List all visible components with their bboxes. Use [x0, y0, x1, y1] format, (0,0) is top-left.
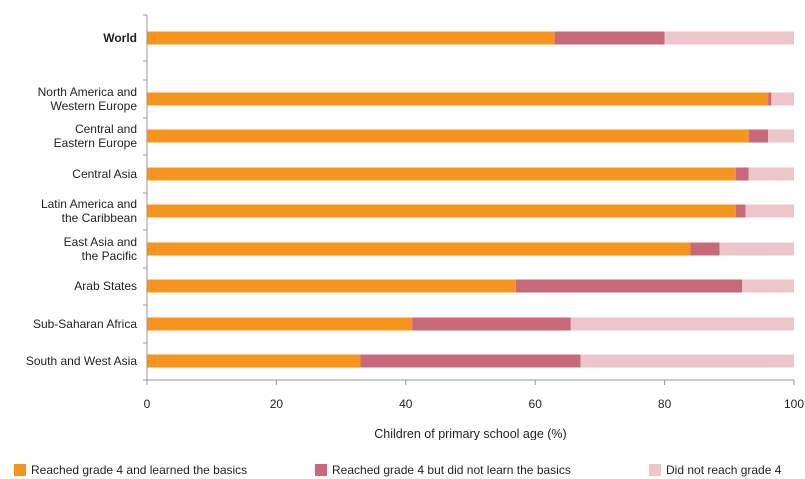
x-tick-label-3: 60	[529, 397, 543, 411]
category-label-5: East Asia and the Pacific	[64, 235, 137, 263]
legend: Reached grade 4 and learned the basics R…	[14, 461, 804, 479]
bar-segment-2-2	[768, 129, 794, 143]
bar-segment-0-0	[147, 31, 555, 45]
bar-segment-0-5	[147, 242, 691, 256]
stacked-bar-chart: 0 20 40 60 80 100 World North America and Weste…	[26, 14, 804, 440]
bar-segment-2-7	[570, 317, 794, 331]
legend-item-not-reached: Did not reach grade 4	[649, 463, 781, 477]
legend-label-not-learned: Reached grade 4 but did not learn the ba…	[332, 463, 571, 477]
bar-segment-2-5	[719, 242, 794, 256]
bar-segment-2-3	[748, 167, 794, 181]
category-label-7: Sub-Saharan Africa	[33, 317, 137, 331]
legend-swatch-not-reached	[649, 464, 661, 476]
category-label-1: North America and Western Europe	[38, 85, 138, 113]
legend-item-learned: Reached grade 4 and learned the basics	[14, 463, 247, 477]
legend-label-learned: Reached grade 4 and learned the basics	[31, 463, 248, 477]
x-tick-label-5: 100	[784, 397, 804, 411]
bar-segment-1-4	[735, 204, 746, 218]
bar-segment-1-7	[412, 317, 571, 331]
bar-segment-0-1	[147, 92, 769, 106]
bar-segment-0-7	[147, 317, 413, 331]
category-label-2: Central and Eastern Europe	[54, 122, 138, 150]
category-label-0: World	[103, 31, 137, 45]
legend-swatch-not-learned	[315, 464, 327, 476]
bar-segment-2-0	[664, 31, 794, 45]
x-tick-label-0: 0	[144, 397, 151, 411]
x-axis-title: Children of primary school age (%)	[374, 427, 566, 440]
bar-segment-1-6	[515, 279, 743, 293]
bars-group	[147, 31, 794, 368]
bar-segment-1-3	[735, 167, 749, 181]
bar-segment-0-3	[147, 167, 736, 181]
bar-segment-0-8	[147, 354, 361, 368]
legend-item-not-learned: Reached grade 4 but did not learn the ba…	[315, 463, 571, 477]
category-labels: World North America and Western Europe Cent…	[26, 31, 138, 368]
legend-label-not-reached: Did not reach grade 4	[666, 463, 782, 477]
bar-segment-1-8	[360, 354, 581, 368]
legend-swatch-learned	[14, 464, 26, 476]
bar-segment-1-5	[690, 242, 720, 256]
x-tick-label-2: 40	[399, 397, 413, 411]
category-label-3: Central Asia	[72, 167, 137, 181]
category-label-6: Arab States	[74, 279, 137, 293]
bar-segment-2-8	[580, 354, 794, 368]
bar-segment-2-4	[745, 204, 794, 218]
bar-segment-0-2	[147, 129, 749, 143]
bar-segment-2-1	[771, 92, 794, 106]
category-label-8: South and West Asia	[26, 354, 138, 368]
bar-segment-1-1	[768, 92, 772, 106]
bar-segment-2-6	[742, 279, 794, 293]
bar-segment-0-6	[147, 279, 516, 293]
axes-group: 0 20 40 60 80 100	[143, 14, 804, 411]
x-tick-label-1: 20	[270, 397, 284, 411]
x-tick-label-4: 80	[658, 397, 672, 411]
bar-segment-1-0	[554, 31, 665, 45]
category-label-4: Latin America and the Caribbean	[41, 197, 137, 225]
bar-segment-0-4	[147, 204, 736, 218]
bar-segment-1-2	[748, 129, 769, 143]
